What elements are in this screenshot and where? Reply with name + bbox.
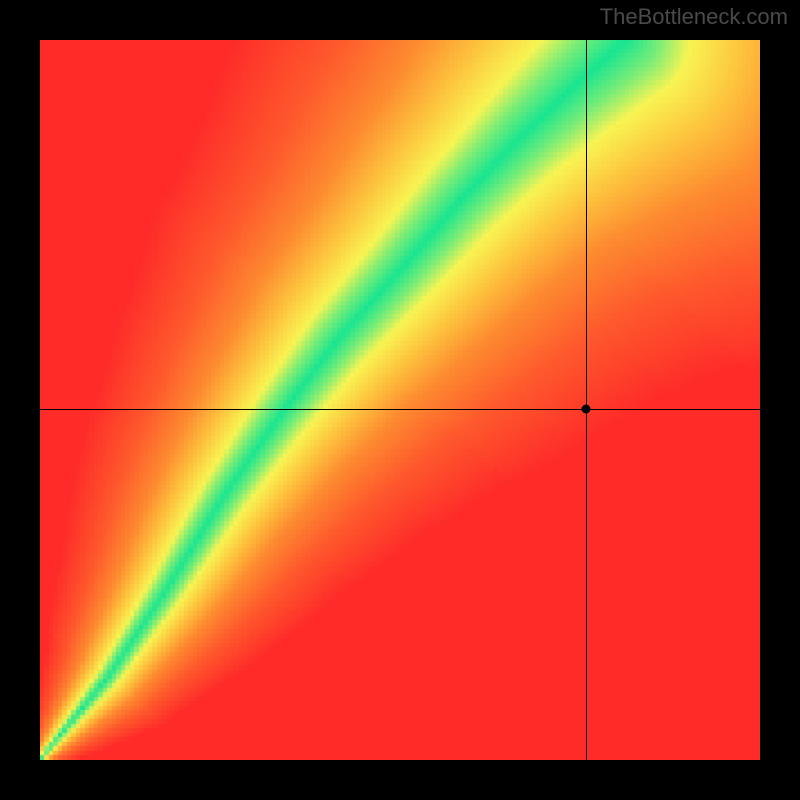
watermark-text: TheBottleneck.com [600, 4, 788, 30]
crosshair-horizontal [40, 409, 760, 410]
heatmap-plot-area [40, 40, 760, 760]
crosshair-vertical [586, 40, 587, 760]
heatmap-canvas [40, 40, 760, 760]
chart-container: TheBottleneck.com [0, 0, 800, 800]
marker-dot [581, 405, 590, 414]
